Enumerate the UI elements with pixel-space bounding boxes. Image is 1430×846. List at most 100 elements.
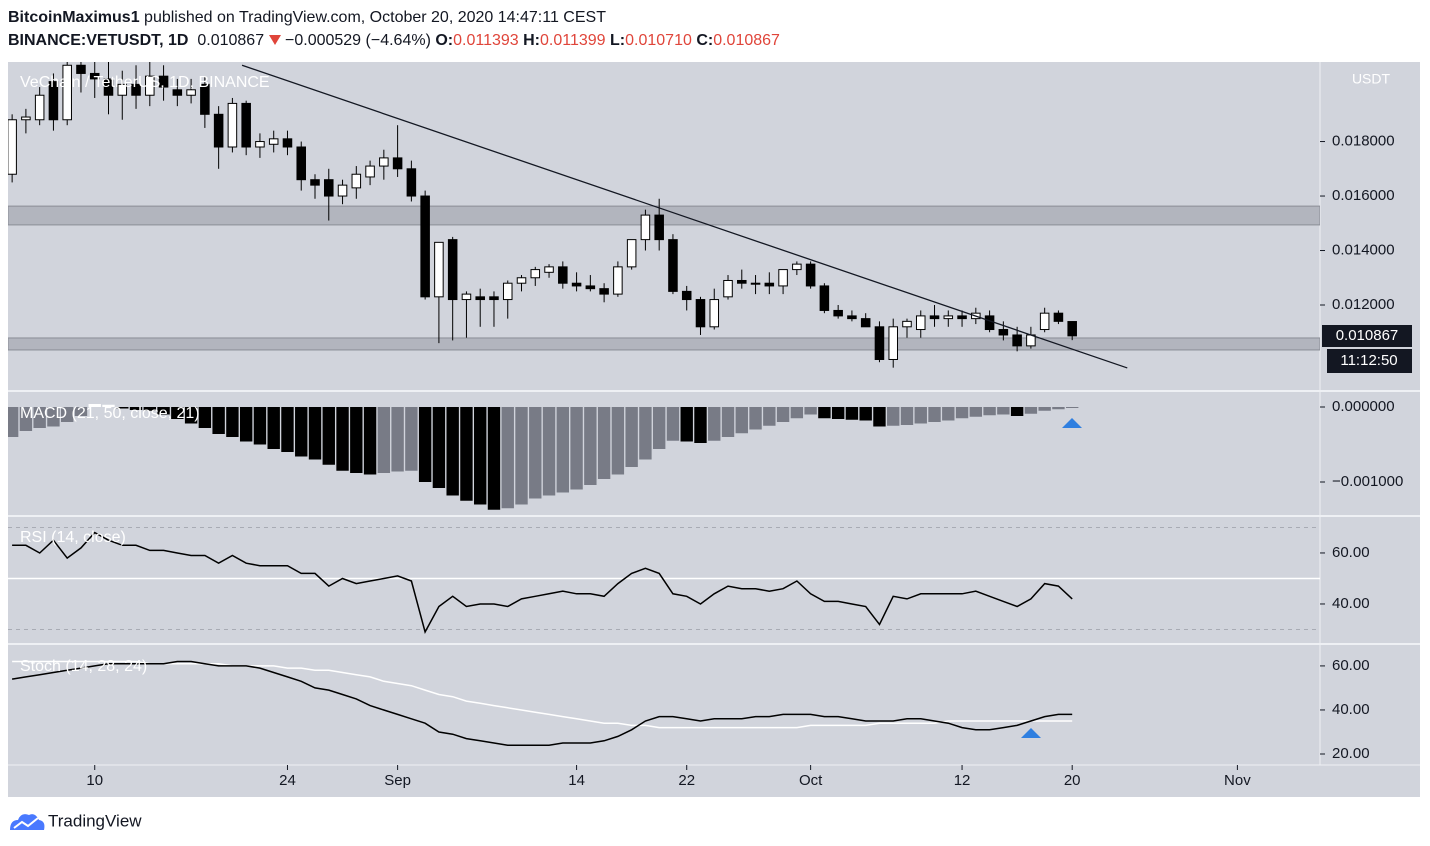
- candle-body: [406, 168, 417, 197]
- macd-bar: [928, 407, 941, 422]
- pane-title: VeChain / TetherUS, 1D, BINANCE: [20, 74, 270, 91]
- last-price: 0.010867: [197, 32, 265, 49]
- candle-body: [709, 299, 720, 328]
- x-tick-label: Oct: [799, 772, 823, 789]
- macd-bar: [432, 407, 446, 488]
- macd-bar: [446, 407, 459, 496]
- candle-body: [585, 285, 596, 290]
- c-value: 0.010867: [713, 32, 780, 49]
- candle-body: [860, 318, 871, 328]
- macd-bar: [501, 407, 514, 509]
- y-tick-label: 0.012000: [1332, 296, 1395, 313]
- x-tick-label: 10: [86, 772, 103, 789]
- candle-body: [819, 285, 830, 311]
- macd-bar: [708, 407, 721, 441]
- currency-badge: [1345, 68, 1397, 92]
- macd-bar: [666, 407, 680, 441]
- rsi-title: RSI (14, close): [20, 529, 126, 546]
- macd-bar: [350, 407, 363, 473]
- candle-body: [296, 146, 307, 181]
- candle-body: [681, 290, 692, 301]
- macd-bar: [1038, 407, 1051, 411]
- macd-bar: [790, 407, 804, 419]
- candle-body: [750, 282, 761, 285]
- macd-bar: [542, 407, 556, 496]
- candle-body: [131, 83, 141, 96]
- candle-body: [502, 282, 513, 301]
- macd-bar: [639, 407, 652, 460]
- macd-bar: [1052, 407, 1065, 410]
- o-value: 0.011393: [453, 32, 519, 49]
- macd-bar: [611, 407, 625, 475]
- header: BitcoinMaximus1 published on TradingView…: [8, 6, 780, 52]
- macd-bar: [418, 407, 432, 482]
- rsi-line: [12, 531, 1073, 635]
- countdown-tag: [1327, 349, 1412, 373]
- y-tick-label: 0.000000: [1332, 398, 1395, 415]
- macd-bar: [997, 407, 1010, 415]
- candle-body: [34, 94, 45, 121]
- candle-body: [282, 138, 293, 148]
- zone: [8, 337, 1320, 351]
- candle-body: [833, 309, 843, 317]
- macd-bar: [625, 407, 638, 467]
- macd-bar: [474, 407, 487, 505]
- macd-bar: [322, 407, 335, 465]
- macd-bar: [295, 407, 308, 457]
- candle-body: [255, 141, 265, 148]
- logo-cloud: [10, 814, 45, 830]
- candle-body: [76, 64, 86, 74]
- candle-body: [1039, 312, 1050, 331]
- x-tick-label: 12: [954, 772, 971, 789]
- candle-body: [434, 241, 444, 298]
- candle-body: [324, 179, 334, 197]
- macd-bar: [157, 407, 170, 415]
- macd-bar: [652, 407, 666, 449]
- h-label: H:: [523, 32, 541, 49]
- macd-bar: [267, 407, 280, 449]
- candle-body: [145, 75, 155, 96]
- macd-bar: [831, 407, 845, 419]
- candle-body: [874, 326, 885, 360]
- candle-body: [21, 116, 31, 121]
- macd-bar: [253, 407, 267, 445]
- macd-bar: [983, 407, 996, 416]
- symbol: BINANCE:VETUSDT, 1D: [8, 32, 189, 49]
- macd-bar: [143, 407, 156, 411]
- y-tick-label: 60.00: [1332, 657, 1370, 674]
- y-tick-label: 40.00: [1332, 701, 1370, 718]
- y-tick-label: 60.00: [1332, 544, 1370, 561]
- macd-bar: [19, 407, 33, 431]
- trendline: [241, 64, 1128, 369]
- h-value: 0.011399: [540, 32, 606, 49]
- macd-bar: [391, 407, 404, 472]
- macd-bar: [212, 407, 225, 434]
- y-tick-label: 0.018000: [1332, 133, 1395, 150]
- zone: [8, 205, 1320, 226]
- macd-title: MACD (21, 50, close, 21): [20, 405, 200, 422]
- publish-line: BitcoinMaximus1 published on TradingView…: [8, 6, 780, 29]
- y-tick-label: 40.00: [1332, 595, 1370, 612]
- candle-body: [489, 296, 499, 301]
- macd-bar: [570, 407, 583, 490]
- macd-bar: [363, 407, 377, 475]
- candle-body: [447, 239, 458, 301]
- footer: TradingView: [8, 806, 158, 836]
- macd-bar: [336, 407, 349, 471]
- candle-body: [516, 277, 527, 284]
- macd-bar: [776, 407, 790, 422]
- macd-bar: [129, 407, 143, 410]
- candle-body: [241, 102, 251, 148]
- macd-bar: [88, 404, 101, 407]
- macd-bar: [226, 407, 239, 437]
- macd-bar: [460, 407, 473, 501]
- y-tick-label: 20.00: [1332, 745, 1370, 762]
- author: BitcoinMaximus1: [8, 9, 140, 26]
- candle-body: [847, 315, 857, 320]
- macd-bar: [969, 407, 983, 417]
- macd-bar: [102, 404, 115, 407]
- last-price-tag: [1322, 325, 1412, 347]
- l-label: L:: [610, 32, 626, 49]
- x-tick-label: 24: [279, 772, 296, 789]
